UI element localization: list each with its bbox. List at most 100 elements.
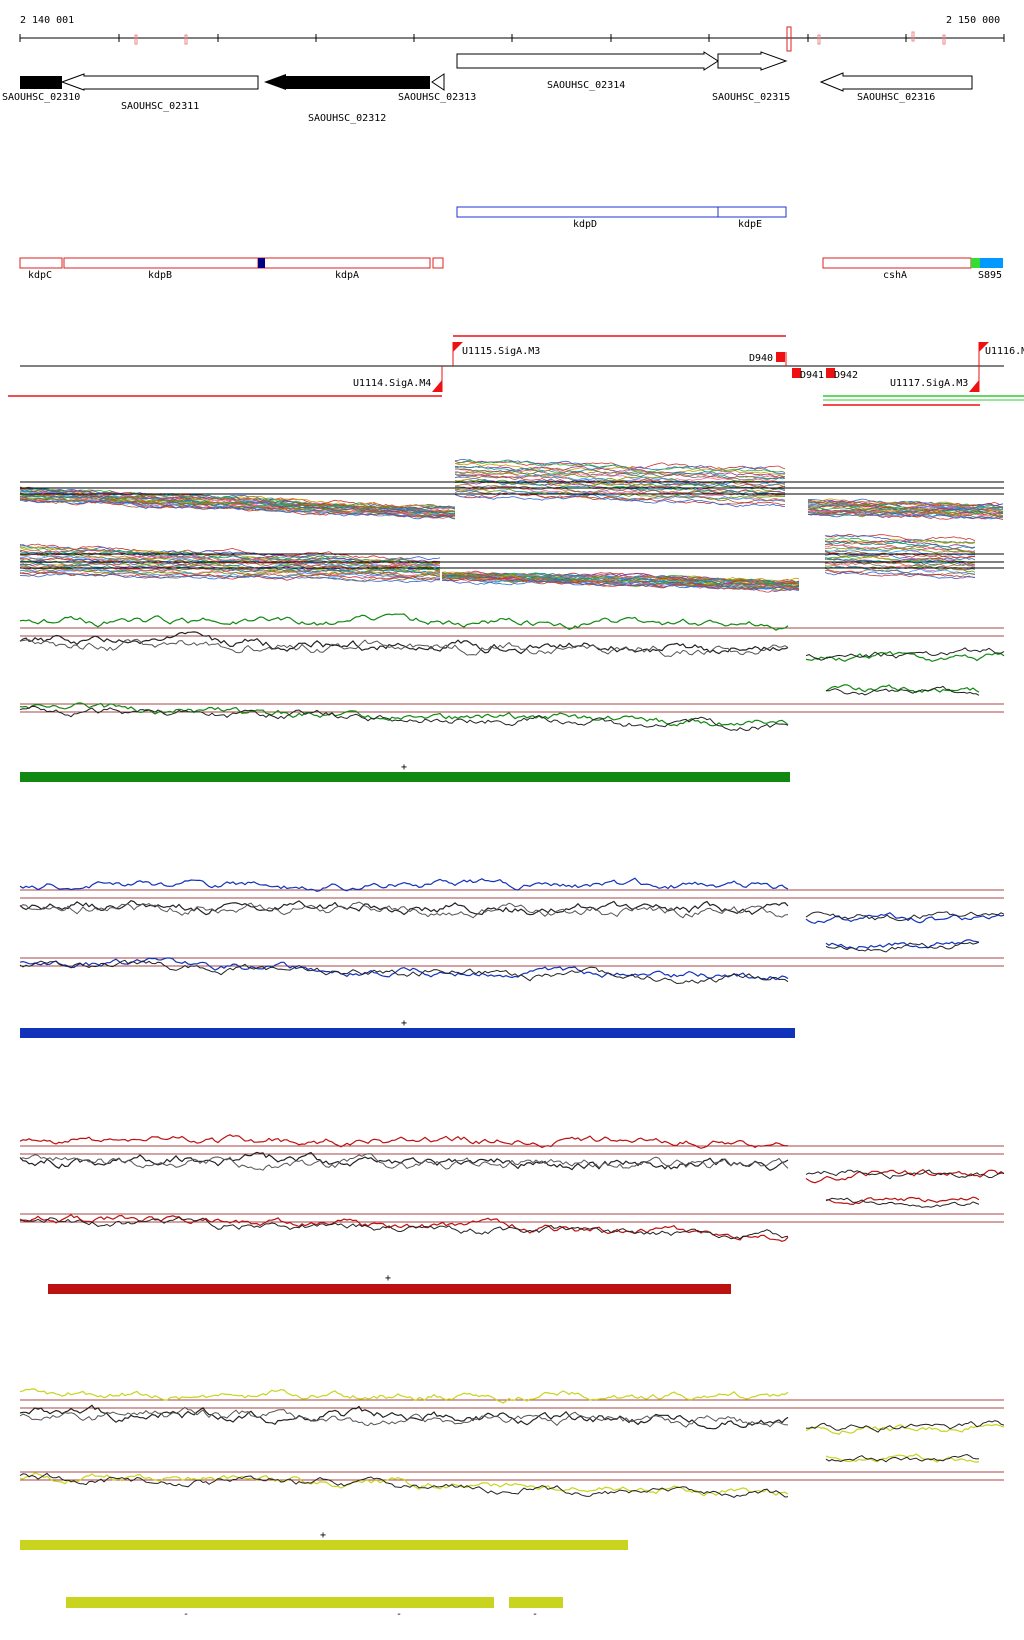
svg-text:U1115.SigA.M3: U1115.SigA.M3	[462, 346, 540, 357]
segment-d941[interactable]: D941	[792, 368, 824, 381]
expression-profiles	[19, 458, 1005, 1608]
profile-line	[805, 1420, 1005, 1433]
strand-marks: + + + + - - -	[183, 762, 538, 1620]
profile-line	[805, 647, 1005, 661]
profile-line	[825, 939, 980, 951]
segment-track: U1115.SigA.M3 U1114.SigA.M4 D940 D941 D9…	[8, 335, 1024, 406]
gene-label: SAOUHSC_02312	[308, 113, 386, 124]
gene-label: SAOUHSC_02315	[712, 92, 790, 103]
profile-line	[19, 702, 789, 727]
profile-line	[19, 562, 441, 574]
gene-saouhsc-02316[interactable]: SAOUHSC_02316	[819, 72, 973, 103]
profile-line	[19, 959, 789, 985]
gene-label: SAOUHSC_02310	[2, 92, 80, 103]
end-coordinate: 2 150 000	[946, 15, 1000, 26]
profile-line	[19, 499, 456, 520]
profile-line	[19, 567, 441, 581]
profile-line	[19, 1472, 789, 1498]
profile-line	[807, 506, 1004, 515]
profile-line	[454, 465, 786, 478]
annotation-label: kdpB	[148, 270, 172, 281]
profile-line	[19, 1406, 789, 1428]
profile-line	[454, 470, 786, 485]
gene-saouhsc-02311[interactable]: SAOUHSC_02311	[60, 73, 259, 112]
annotation-s895[interactable]	[980, 258, 1003, 268]
profile-line	[19, 562, 441, 574]
profile-line	[19, 631, 789, 655]
condition-bar-yellow[interactable]	[20, 1540, 628, 1550]
annotation-s895-green	[971, 258, 980, 268]
profile-line	[807, 503, 1004, 512]
strand-mark: +	[401, 1018, 407, 1029]
profile-line	[19, 571, 441, 581]
gene-label: SAOUHSC_02311	[121, 101, 199, 112]
condition-bar-yellow-minus[interactable]	[509, 1597, 563, 1608]
profile-line	[441, 579, 800, 591]
annotation-kdpb[interactable]	[63, 257, 259, 269]
strand-mark: -	[532, 1609, 538, 1620]
profile-line	[19, 497, 456, 519]
profile-line	[825, 1453, 980, 1463]
annotation-kdpd[interactable]	[456, 206, 719, 218]
segment-u1114[interactable]: U1114.SigA.M4	[353, 366, 443, 392]
profile-line	[824, 539, 976, 545]
condition-bar-red[interactable]	[48, 1284, 731, 1294]
segment-u1116[interactable]: U1116.M	[978, 342, 1024, 366]
profile-line	[824, 540, 976, 550]
condition-bar-yellow-minus[interactable]	[66, 1597, 494, 1608]
annotation-csha[interactable]	[822, 257, 972, 269]
strand-mark: +	[320, 1530, 326, 1541]
profile-line	[441, 576, 800, 591]
profile-line	[454, 494, 786, 508]
segment-u1115[interactable]: U1115.SigA.M3	[452, 342, 540, 366]
svg-text:U1117.SigA.M3: U1117.SigA.M3	[890, 378, 968, 389]
profile-line	[825, 684, 980, 694]
profile-line	[19, 1388, 789, 1404]
profile-line	[19, 900, 789, 916]
profile-line	[19, 613, 789, 631]
annotation-track-minus: kdpC kdpB kdpA cshA S895	[19, 257, 1003, 281]
profile-line	[19, 877, 789, 893]
annotation-label: kdpA	[335, 270, 359, 281]
profile-line	[824, 537, 976, 545]
strand-mark: -	[396, 1609, 402, 1620]
condition-bar-green[interactable]	[20, 772, 790, 782]
segment-u1117[interactable]: U1117.SigA.M3	[890, 366, 980, 392]
segment-d940[interactable]: D940	[749, 352, 787, 366]
profile-line	[805, 911, 1005, 922]
profile-line	[19, 567, 441, 578]
profile-line	[19, 1153, 789, 1171]
gene-saouhsc-02314[interactable]: SAOUHSC_02314	[456, 51, 719, 91]
strand-mark: +	[401, 762, 407, 773]
profile-line	[805, 650, 1005, 663]
annotation-kdpe[interactable]	[717, 206, 787, 218]
annotation-track-plus: kdpD kdpE	[456, 206, 787, 230]
gene-saouhsc-02315[interactable]: SAOUHSC_02315	[712, 51, 790, 103]
profile-line	[824, 553, 976, 562]
annotation-small[interactable]	[432, 257, 444, 269]
gene-track: SAOUHSC_02310 SAOUHSC_02311 SAOUHSC_0231…	[2, 51, 973, 124]
profile-line	[825, 941, 980, 953]
svg-text:D940: D940	[749, 353, 773, 364]
gene-label: SAOUHSC_02314	[547, 80, 625, 91]
profile-line	[824, 566, 976, 575]
profile-line	[454, 488, 786, 500]
segment-d942[interactable]: D942	[826, 368, 858, 381]
profile-line	[454, 468, 786, 481]
profile-line	[824, 557, 976, 566]
strand-mark: +	[385, 1273, 391, 1284]
gene-saouhsc-02313[interactable]: SAOUHSC_02313	[398, 73, 476, 103]
condition-bar-blue[interactable]	[20, 1028, 795, 1038]
svg-text:U1114.SigA.M4: U1114.SigA.M4	[353, 378, 431, 389]
profile-line	[825, 1196, 980, 1206]
gene-saouhsc-02310[interactable]: SAOUHSC_02310	[2, 76, 80, 103]
annotation-kdpc[interactable]	[19, 257, 63, 269]
strand-mark: -	[183, 1609, 189, 1620]
profile-line	[19, 573, 441, 584]
gene-saouhsc-02312[interactable]: SAOUHSC_02312	[264, 74, 430, 124]
profile-line	[19, 1404, 789, 1430]
annotation-kdpa[interactable]	[257, 257, 431, 269]
profile-line	[19, 1134, 788, 1149]
annotation-label: kdpD	[573, 219, 597, 230]
